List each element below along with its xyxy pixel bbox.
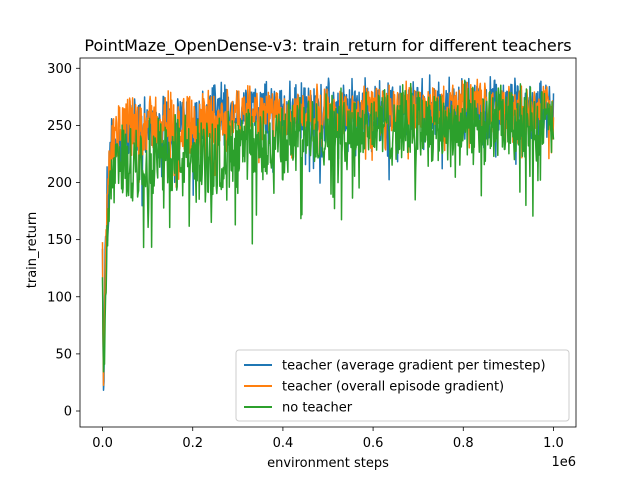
legend-label: teacher (overall episode gradient): [282, 380, 504, 395]
x-tick-label: 0.6: [363, 436, 384, 451]
legend: teacher (average gradient per timestep) t…: [235, 349, 570, 422]
legend-label: teacher (average gradient per timestep): [282, 359, 546, 374]
series-lines: [101, 74, 555, 391]
y-tick-label: 200: [47, 176, 72, 191]
y-tick-label: 50: [55, 347, 72, 362]
x-tick-label: 0.8: [453, 436, 474, 451]
x-tick-label: 0.2: [182, 436, 203, 451]
y-tick-label: 250: [47, 119, 72, 134]
chart-title: PointMaze_OpenDense-v3: train_return for…: [84, 36, 571, 56]
axes: 0.0 0.2 0.4 0.6 0.8 1.0 0 50 100 150 200 250 300: [47, 57, 577, 451]
series-line-2: [101, 78, 555, 387]
series-line-3: [101, 79, 555, 373]
y-tick-label: 100: [47, 290, 72, 305]
x-axis-label: environment steps: [267, 456, 389, 471]
y-tick-label: 300: [47, 62, 72, 77]
x-axis-offset-label: 1e6: [551, 455, 576, 470]
y-axis-label: train_return: [25, 212, 40, 289]
x-tick-label: 0.0: [92, 436, 113, 451]
x-tick-label: 1.0: [543, 436, 564, 451]
y-tick-label: 0: [64, 405, 72, 420]
plot-frame: [79, 57, 577, 428]
legend-label: no teacher: [282, 401, 353, 416]
x-tick-label: 0.4: [273, 436, 294, 451]
y-tick-label: 150: [47, 233, 72, 248]
legend-box: [235, 349, 570, 422]
